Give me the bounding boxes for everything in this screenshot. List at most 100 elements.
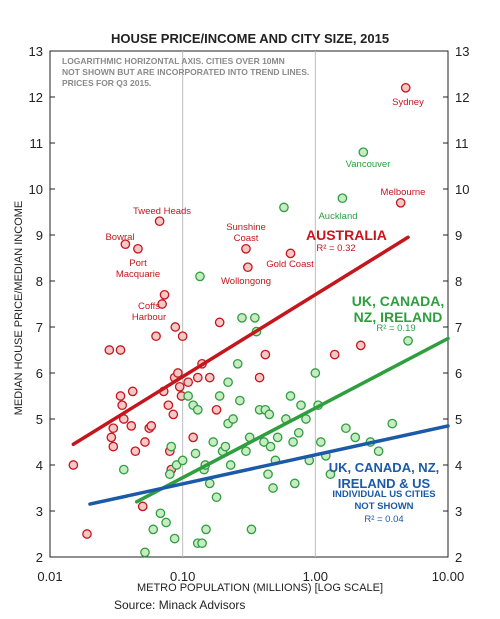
australia-point — [120, 239, 131, 250]
uk-canada-nz-ireland-point — [341, 423, 351, 434]
r-squared-label: R² = 0.32 — [316, 243, 355, 254]
y-tick-label-left: 7 — [36, 320, 43, 335]
uk-canada-nz-ireland-point — [293, 427, 304, 438]
uk-canada-nz-ireland-point — [268, 483, 278, 493]
uk-canada-nz-ireland-point — [148, 524, 159, 535]
australia-point — [159, 289, 170, 300]
uk-canada-nz-ireland-point — [140, 547, 150, 558]
all-incl-us-trend-line — [88, 424, 450, 506]
y-tick-label-left: 9 — [36, 228, 43, 243]
uk-canada-nz-ireland-point — [337, 193, 348, 204]
plot-frame — [49, 50, 449, 558]
australia-point — [241, 243, 251, 254]
australia-point — [395, 197, 406, 208]
y-tick-label-right: 6 — [455, 366, 462, 381]
uk-canada-nz-ireland-point — [264, 409, 275, 420]
uk-canada-nz-ireland-point — [161, 517, 171, 528]
australia-point — [140, 437, 150, 447]
city-label: Melbourne — [381, 187, 426, 198]
city-label: Wollongong — [221, 276, 271, 287]
australia-point — [173, 368, 183, 378]
uk-canada-nz-ireland-point — [118, 464, 129, 475]
y-tick-label-right: 9 — [455, 228, 462, 243]
note-line: LOGARITHMIC HORIZONTAL AXIS. CITIES OVER… — [62, 56, 285, 66]
uk-canada-nz-ireland-point — [201, 524, 211, 535]
uk-canada-nz-ireland-point — [220, 441, 231, 452]
city-label: Vancouver — [346, 159, 391, 170]
y-tick-label-right: 11 — [455, 136, 469, 151]
y-tick-label-left: 6 — [36, 366, 43, 381]
australia-point — [126, 421, 137, 431]
australia-point — [214, 317, 225, 328]
y-tick-label-left: 4 — [36, 458, 43, 473]
australia-point — [192, 372, 203, 383]
x-tick-label: 0.10 — [170, 569, 195, 584]
note-line: PRICES FOR Q3 2015. — [62, 78, 151, 88]
australia-point — [243, 262, 253, 273]
uk-canada-nz-ireland-point — [289, 478, 300, 489]
series-label: IRELAND & US — [338, 476, 431, 491]
uk-canada-nz-ireland-point — [373, 446, 384, 457]
australia-point — [115, 345, 126, 355]
australia-point — [174, 381, 185, 392]
chart-title: HOUSE PRICE/INCOME AND CITY SIZE, 2015 — [111, 31, 389, 46]
uk-canada-nz-ireland-point — [403, 335, 413, 346]
uk-canada-nz-ireland-point — [387, 418, 398, 429]
uk-canada-nz-ireland-point — [169, 533, 180, 544]
city-label: Port — [129, 258, 147, 269]
y-tick-label-right: 2 — [455, 550, 462, 565]
australia-point — [204, 372, 215, 383]
note-line: NOT SHOWN BUT ARE INCORPORATED INTO TREN… — [62, 67, 309, 77]
uk-canada-nz-ireland-point — [288, 437, 298, 447]
uk-canada-nz-ireland-point — [259, 437, 269, 447]
y-tick-label-left: 2 — [36, 550, 43, 565]
y-tick-label-right: 3 — [455, 504, 462, 519]
australia-point — [329, 349, 340, 360]
australia-point — [130, 446, 141, 457]
australia-point — [177, 331, 188, 342]
australia-point — [104, 345, 115, 355]
us-note: NOT SHOWN — [354, 501, 413, 512]
australia-point — [355, 340, 366, 351]
uk-canada-nz-ireland-point — [358, 147, 369, 158]
uk-canada-nz-ireland-point — [325, 469, 336, 480]
australia-point — [82, 529, 92, 539]
australia-point — [108, 423, 119, 434]
x-tick-label: 0.01 — [37, 569, 62, 584]
y-tick-label-left: 5 — [36, 412, 43, 427]
australia-point — [127, 386, 138, 397]
australia-point — [133, 243, 143, 254]
uk-canada-nz-ireland-point — [197, 538, 207, 549]
y-tick-label-left: 11 — [30, 136, 44, 151]
y-axis-label: MEDIAN HOUSE PRICE/MEDIAN INCOME — [13, 201, 25, 416]
australia-point — [151, 331, 161, 342]
australia-point — [106, 432, 117, 443]
australia-point — [154, 216, 165, 227]
y-tick-label-right: 12 — [455, 90, 469, 105]
uk-canada-nz-ireland-point — [249, 312, 260, 323]
australia-point — [400, 82, 411, 93]
australia-point — [188, 432, 199, 443]
australia-point — [254, 372, 265, 383]
uk-canada-nz-ireland-point — [235, 395, 245, 406]
uk-canada-nz-ireland-point — [263, 469, 273, 480]
series-label: UK, CANADA, — [352, 293, 445, 309]
uk-canada-nz-ireland-point — [272, 432, 283, 443]
city-label: Tweed Heads — [133, 206, 191, 217]
city-label: Coffs — [138, 301, 160, 312]
uk-canada-nz-ireland-point — [296, 400, 306, 411]
uk-canada-nz-ireland-point — [279, 202, 289, 213]
us-note: INDIVIDUAL US CITIES — [332, 489, 435, 500]
australia-point — [285, 248, 296, 259]
y-tick-label-left: 12 — [29, 90, 43, 105]
uk-canada-nz-ireland-point — [246, 524, 257, 535]
australia-point — [117, 400, 128, 411]
city-label: Coast — [234, 233, 259, 244]
r-squared-label: R² = 0.19 — [376, 323, 415, 334]
uk-canada-nz-ireland-point — [225, 460, 236, 470]
australia-point — [168, 409, 179, 420]
y-tick-label-right: 7 — [455, 320, 462, 335]
y-tick-label-right: 4 — [455, 458, 462, 473]
australia-point — [183, 377, 194, 388]
